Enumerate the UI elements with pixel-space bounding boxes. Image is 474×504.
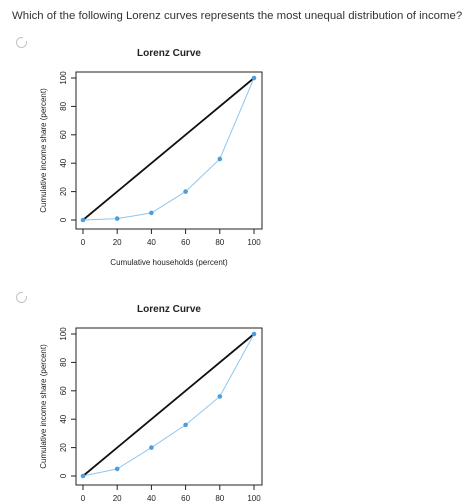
x-tick-label: 60 (181, 238, 190, 247)
x-tick-label: 80 (215, 494, 224, 503)
x-tick-label: 100 (247, 238, 261, 247)
plot-frame (75, 327, 263, 486)
lorenz-curve-line (82, 77, 255, 221)
chart-title: Lorenz Curve (137, 48, 201, 59)
data-point (217, 394, 223, 399)
y-tick-label: 80 (59, 101, 68, 110)
y-tick-label: 60 (59, 130, 68, 139)
data-point (80, 217, 86, 223)
x-tick-label: 40 (147, 238, 156, 247)
x-tick-label: 80 (215, 238, 224, 247)
y-tick-label: 80 (59, 357, 68, 366)
chart-title: Lorenz Curve (137, 304, 201, 315)
lorenz-curve-line (82, 333, 255, 477)
data-point (114, 216, 120, 221)
data-point (183, 189, 188, 194)
y-tick-label: 40 (59, 414, 68, 423)
question-text: Which of the following Lorenz curves rep… (12, 10, 463, 22)
y-tick-label: 60 (59, 386, 68, 395)
data-point (217, 156, 223, 162)
data-point (251, 75, 257, 81)
radio-button-option-1[interactable] (16, 37, 27, 48)
lorenz-chart-option-1: Lorenz Curve 0 20 40 60 80 100 0 20 40 60 80 100 Cumu… (39, 48, 263, 267)
x-tick-label: 40 (147, 494, 156, 503)
x-tick-label: 0 (81, 238, 86, 247)
y-tick-label: 20 (59, 443, 68, 452)
y-tick-label: 0 (59, 217, 68, 222)
y-tick-label: 20 (59, 187, 68, 196)
lorenz-chart-option-2: Lorenz Curve 0 20 40 60 80 100 0 20 40 60 80 100 Cumu… (39, 304, 263, 503)
line-of-equality (82, 77, 255, 221)
data-point (251, 331, 257, 337)
y-tick-label: 100 (59, 327, 68, 341)
x-tick-label: 100 (247, 494, 261, 503)
x-tick-label: 0 (81, 494, 86, 503)
line-of-equality (82, 333, 255, 477)
data-point (149, 210, 154, 216)
data-point (80, 473, 86, 479)
plot-frame (75, 71, 263, 230)
radio-button-option-2[interactable] (16, 292, 27, 303)
x-tick-label: 20 (113, 238, 122, 247)
y-tick-label: 40 (59, 158, 68, 167)
y-tick-label: 0 (59, 473, 68, 478)
y-axis-title: Cumulative income share (percent) (39, 344, 48, 469)
y-tick-label: 100 (59, 71, 68, 85)
y-axis-title: Cumulative income share (percent) (39, 88, 48, 213)
data-point (149, 445, 154, 450)
data-point (114, 466, 120, 472)
x-tick-label: 60 (181, 494, 190, 503)
x-tick-label: 20 (113, 494, 122, 503)
x-axis-title: Cumulative households (percent) (110, 258, 228, 267)
data-point (183, 422, 188, 428)
